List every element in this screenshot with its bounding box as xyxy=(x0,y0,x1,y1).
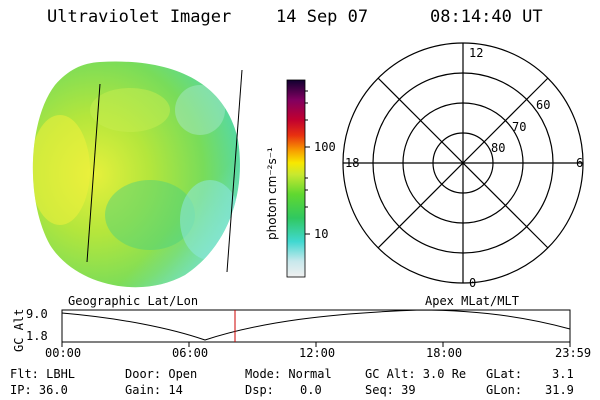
time-label: 08:14:40 UT xyxy=(430,7,543,27)
mlt-label-12: 12 xyxy=(469,46,484,60)
info-mode: Mode: Normal xyxy=(245,367,332,381)
info-seq: Seq: 39 xyxy=(365,383,416,397)
info-gcalt: GC Alt: 3.0 Re xyxy=(365,367,467,381)
orbit-ytick-9: 9.0 xyxy=(26,307,48,321)
orbit-axis-label: GC Alt xyxy=(12,308,26,352)
info-ip: IP: 36.0 xyxy=(10,383,68,397)
colorbar-tick-100: 100 xyxy=(314,140,336,154)
mlt-label-0: 0 xyxy=(469,276,477,290)
info-gain: Gain: 14 xyxy=(125,383,183,397)
info-glon-value: 31.9 xyxy=(545,383,574,397)
orbit-xtick-end: 23:59 xyxy=(555,346,592,360)
orbit-right-label: Apex MLat/MLT xyxy=(425,294,519,308)
instrument-title: Ultraviolet Imager xyxy=(47,7,232,27)
orbit-ytick-1-8: 1.8 xyxy=(26,329,48,343)
mlt-label-6: 6 xyxy=(576,156,584,170)
lat-label-60: 60 xyxy=(536,98,551,112)
orbit-plot xyxy=(61,309,571,347)
info-glon-label: GLon: xyxy=(486,383,523,397)
orbit-xtick-6: 06:00 xyxy=(172,346,209,360)
info-door: Door: Open xyxy=(125,367,198,381)
colorbar-unit-label: photon cm⁻²s⁻¹ xyxy=(265,147,279,240)
polar-plot xyxy=(342,42,584,284)
colorbar-tick-10: 10 xyxy=(314,227,329,241)
uv-image xyxy=(32,61,243,288)
info-glat-label: GLat: xyxy=(486,367,523,381)
orbit-xtick-12: 12:00 xyxy=(299,346,336,360)
orbit-xtick-0: 00:00 xyxy=(45,346,82,360)
lat-label-70: 70 xyxy=(512,120,527,134)
orbit-left-label: Geographic Lat/Lon xyxy=(68,294,199,308)
info-glat-value: 3.1 xyxy=(552,367,574,381)
orbit-xtick-18: 18:00 xyxy=(426,346,463,360)
mlt-label-18: 18 xyxy=(345,156,360,170)
date-label: 14 Sep 07 xyxy=(276,7,369,27)
colorbar xyxy=(286,79,310,278)
lat-label-80: 80 xyxy=(491,141,506,155)
info-dsp-label: Dsp: xyxy=(245,383,274,397)
info-flt: Flt: LBHL xyxy=(10,367,76,381)
info-dsp-value: 0.0 xyxy=(300,383,322,397)
